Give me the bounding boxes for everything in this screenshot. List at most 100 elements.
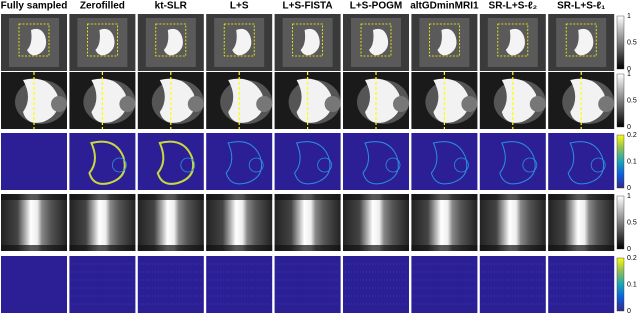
column-header: L+S <box>230 1 249 12</box>
colorbar-tick-label: 0 <box>627 124 631 131</box>
ventricle <box>529 96 546 112</box>
band-bottom <box>343 245 409 251</box>
colorbar <box>616 134 625 189</box>
image-tile <box>137 256 204 313</box>
image-bg <box>69 256 136 313</box>
image-tile <box>411 72 478 129</box>
image-tile <box>548 72 615 129</box>
band-top <box>479 194 546 200</box>
error-contour <box>567 141 605 185</box>
band-top <box>274 194 341 200</box>
ventricle <box>324 96 341 112</box>
error-ring <box>248 157 264 173</box>
image-tile <box>411 194 478 251</box>
band-bottom <box>479 245 546 251</box>
heart-blob <box>91 78 127 123</box>
roi-box <box>155 23 187 57</box>
image-tile <box>548 14 615 71</box>
image-tile <box>274 194 341 251</box>
colorbar-tick-label: 0.1 <box>627 158 637 165</box>
image-tile <box>69 14 136 71</box>
image-tile <box>1 194 67 251</box>
colorbar-tick-label: 0 <box>627 66 631 73</box>
image-tile <box>206 194 273 251</box>
image-tile <box>274 256 341 313</box>
image-bg <box>548 194 615 251</box>
image-tile <box>137 72 204 129</box>
colorbar-tick-label: 0.2 <box>627 255 637 262</box>
image-tile <box>206 72 273 129</box>
roi-box <box>360 23 392 57</box>
image-bg <box>206 194 273 251</box>
image-tile <box>479 256 546 313</box>
image-tile <box>1 14 67 71</box>
image-tile <box>1 133 67 190</box>
heart-blob <box>296 78 332 123</box>
band-bottom <box>411 245 478 251</box>
heart-blob <box>574 28 594 56</box>
error-contour <box>430 141 468 185</box>
image-bg <box>411 256 478 313</box>
error-contour <box>499 141 536 185</box>
image-tile <box>411 133 478 190</box>
heart-blob <box>365 78 401 123</box>
image-tile <box>137 194 204 251</box>
roi-box <box>292 23 324 57</box>
error-contour <box>294 141 331 185</box>
band-bottom <box>69 245 136 251</box>
ventricle <box>461 96 478 112</box>
column-header: L+S-POGM <box>350 1 403 12</box>
colorbar-tick-label: 1 <box>627 71 631 78</box>
colorbar <box>616 15 625 70</box>
heart-blob <box>163 28 183 56</box>
error-ring <box>522 157 538 173</box>
image-bg <box>206 256 273 313</box>
band-top <box>206 194 273 200</box>
roi-box <box>565 23 597 57</box>
colorbar-tick-label: 1 <box>627 13 631 20</box>
colorbar-tick-label: 0.5 <box>627 39 637 46</box>
column-header: SR-L+S-ℓ₂ <box>489 1 538 12</box>
roi-box <box>428 23 460 57</box>
heart-blob <box>505 28 525 56</box>
band-bottom <box>206 245 273 251</box>
colorbar-tick-label: 0.2 <box>627 132 637 139</box>
image-bg <box>411 194 478 251</box>
image-tile <box>343 72 409 129</box>
error-contour <box>362 141 399 185</box>
image-tile <box>274 133 341 190</box>
column-header: SR-L+S-ℓ₁ <box>557 1 605 12</box>
error-ring <box>317 157 333 173</box>
error-ring <box>112 157 127 173</box>
image-tile <box>548 256 615 313</box>
band-bottom <box>137 245 204 251</box>
colorbar-tick-label: 0 <box>627 185 631 192</box>
image-bg <box>274 256 341 313</box>
heart-blob <box>369 28 389 56</box>
ventricle <box>119 96 136 112</box>
heart-blob <box>27 28 47 56</box>
column-header: altGDminMRI1 <box>410 1 479 12</box>
image-tile <box>411 14 478 71</box>
image-tile <box>548 194 615 251</box>
error-ring <box>590 157 606 173</box>
image-bg <box>274 194 341 251</box>
image-tile <box>343 14 409 71</box>
band-top <box>137 194 204 200</box>
image-bg <box>1 133 67 190</box>
heart-blob <box>95 28 115 56</box>
image-tile <box>479 72 546 129</box>
band-top <box>411 194 478 200</box>
image-bg <box>1 194 67 251</box>
image-bg <box>1 256 67 313</box>
error-ring <box>385 157 401 173</box>
band-bottom <box>548 245 615 251</box>
band-top <box>69 194 136 200</box>
colorbar-tick-label: 0.5 <box>627 97 637 104</box>
heart-blob <box>300 28 320 56</box>
colorbar-tick-label: 0.5 <box>627 219 637 226</box>
image-bg <box>479 194 546 251</box>
image-bg <box>343 256 409 313</box>
colorbar <box>616 257 625 312</box>
